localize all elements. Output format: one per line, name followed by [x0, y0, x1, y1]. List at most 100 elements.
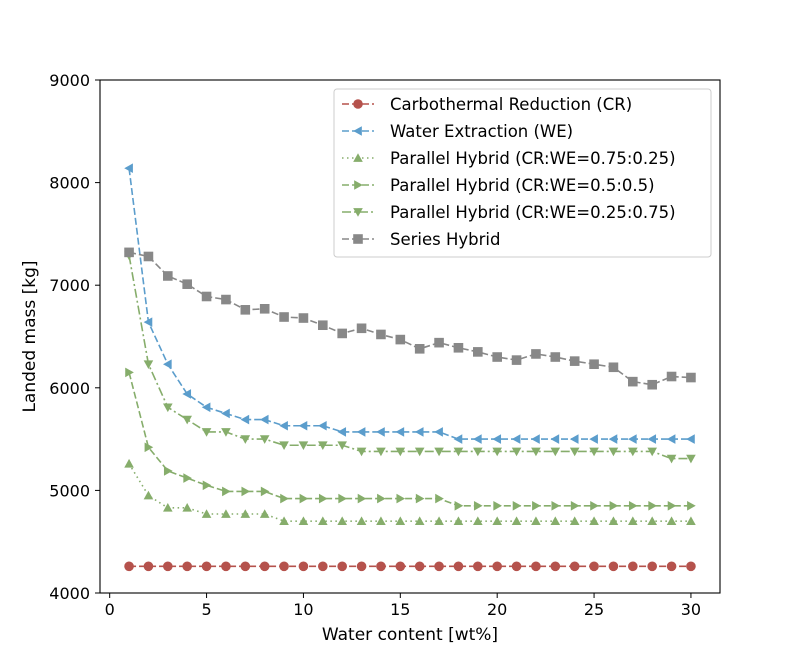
data-point: [259, 414, 269, 425]
legend-marker: [353, 99, 363, 109]
data-point: [183, 473, 192, 483]
series-4: [125, 367, 696, 511]
legend-entry: Water Extraction (WE): [342, 122, 573, 141]
data-point: [415, 493, 425, 504]
data-point: [589, 561, 599, 572]
data-point: [492, 516, 502, 526]
data-point: [143, 317, 153, 327]
data-point: [511, 516, 522, 526]
data-point: [222, 486, 231, 497]
data-point: [666, 516, 677, 526]
data-point: [337, 427, 347, 437]
data-point: [259, 435, 270, 444]
data-point: [143, 360, 154, 370]
data-point: [260, 486, 270, 497]
data-point: [511, 447, 522, 457]
data-point: [318, 320, 328, 331]
x-tick-label: 30: [681, 600, 701, 619]
data-point: [686, 516, 696, 526]
data-point: [124, 458, 134, 468]
data-point: [298, 313, 309, 323]
data-point: [124, 561, 134, 572]
data-point: [551, 500, 561, 511]
data-point: [492, 352, 502, 362]
series-3: [124, 458, 696, 526]
data-point: [298, 420, 308, 431]
data-point: [356, 516, 367, 526]
data-point: [453, 561, 464, 572]
data-point: [569, 356, 580, 366]
data-point: [259, 561, 270, 572]
x-tick-label: 25: [584, 600, 604, 619]
data-point: [550, 447, 561, 457]
series-2: [124, 163, 695, 444]
data-point: [608, 447, 619, 457]
data-point: [337, 441, 347, 451]
data-point: [453, 516, 464, 526]
data-point: [144, 442, 154, 453]
data-point: [395, 334, 406, 345]
data-point: [279, 516, 289, 526]
data-point: [163, 503, 173, 512]
data-point: [182, 415, 192, 425]
legend-marker: [354, 180, 363, 190]
data-point: [395, 561, 406, 572]
y-tick-label: 9000: [49, 71, 90, 90]
y-axis-label: Landed mass [kg]: [20, 260, 40, 412]
legend-entry: Parallel Hybrid (CR:WE=0.25:0.75): [342, 203, 676, 222]
data-point: [434, 516, 444, 526]
data-point: [590, 500, 599, 511]
data-point: [221, 408, 230, 419]
data-point: [240, 561, 251, 572]
data-point: [569, 447, 580, 457]
data-point: [202, 480, 212, 491]
legend-box: [333, 88, 712, 258]
data-point: [434, 337, 444, 348]
data-point: [318, 561, 328, 572]
data-point: [182, 503, 192, 512]
series-6: [124, 247, 696, 390]
data-point: [259, 303, 270, 314]
data-point: [376, 447, 386, 457]
data-point: [569, 561, 580, 572]
data-point: [279, 441, 289, 451]
data-point: [531, 349, 541, 359]
data-point: [318, 493, 328, 504]
data-point: [550, 352, 561, 362]
series-layer: [124, 163, 696, 572]
data-point: [201, 561, 212, 572]
data-point: [396, 493, 406, 504]
data-point: [201, 291, 212, 302]
data-point: [414, 344, 425, 354]
data-point: [609, 500, 619, 511]
x-tick-label: 5: [201, 600, 211, 619]
data-point: [298, 441, 309, 451]
series-line: [128, 251, 691, 386]
data-point: [182, 279, 192, 289]
data-point: [182, 561, 192, 572]
data-point: [279, 561, 289, 572]
y-tick-label: 6000: [49, 379, 90, 398]
y-tick-label: 5000: [49, 481, 90, 500]
data-point: [589, 447, 599, 457]
data-point: [666, 561, 677, 572]
data-point: [570, 500, 580, 511]
data-point: [589, 434, 598, 444]
data-point: [608, 561, 619, 572]
data-point: [511, 434, 521, 444]
data-point: [647, 561, 657, 572]
data-point: [125, 367, 134, 378]
data-point: [435, 493, 444, 504]
legend-marker: [353, 126, 362, 136]
data-point: [628, 516, 638, 526]
legend-marker: [353, 234, 363, 244]
data-point: [298, 561, 309, 572]
data-point: [163, 561, 173, 572]
data-point: [608, 516, 619, 526]
data-point: [648, 500, 657, 511]
data-point: [686, 434, 695, 444]
data-point: [279, 420, 288, 431]
data-point: [318, 420, 327, 431]
data-point: [647, 447, 657, 457]
data-point: [550, 561, 561, 572]
